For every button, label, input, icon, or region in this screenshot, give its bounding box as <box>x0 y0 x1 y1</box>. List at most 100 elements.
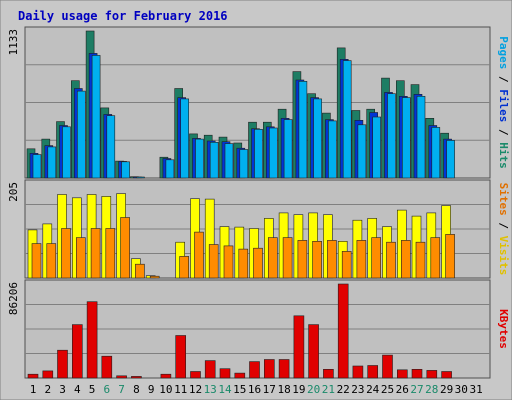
x-tick-label: 26 <box>396 383 409 396</box>
x-tick-label: 2 <box>44 383 51 396</box>
bar-pages-day-19 <box>298 81 308 179</box>
bar-sites-day-21 <box>327 240 337 279</box>
x-tick-label: 11 <box>174 383 187 396</box>
chart-title: Daily usage for February 2016 <box>18 9 228 23</box>
bar-pages-day-10 <box>165 159 175 179</box>
bar-kbytes-day-5 <box>86 301 98 379</box>
bar-sites-day-8 <box>135 263 145 279</box>
panel-mid-max-label: 205 <box>7 182 20 202</box>
panel-top-series-label: Pages / Files / Hits <box>497 36 510 169</box>
bar-pages-day-18 <box>283 119 293 179</box>
bar-pages-day-27 <box>416 96 426 179</box>
x-tick-label: 18 <box>277 383 290 396</box>
bar-pages-day-13 <box>209 142 219 179</box>
bar-sites-day-12 <box>194 231 204 279</box>
x-tick-label: 14 <box>218 383 232 396</box>
bar-pages-day-14 <box>224 143 234 179</box>
panel-top-series-label-part: Files <box>497 89 510 122</box>
bar-sites-day-18 <box>282 237 293 279</box>
bar-kbytes-day-10 <box>160 373 172 379</box>
x-tick-label: 8 <box>133 383 140 396</box>
bar-sites-day-29 <box>445 234 455 279</box>
panel-top-series-label-part: Pages <box>497 36 510 69</box>
bar-kbytes-day-1 <box>27 373 39 379</box>
bar-sites-day-15 <box>238 248 249 279</box>
x-tick-label: 21 <box>322 383 335 396</box>
bar-pages-day-7 <box>121 161 130 179</box>
bar-kbytes-day-6 <box>101 355 113 379</box>
panel-bot-max-label: 86206 <box>7 282 20 315</box>
x-tick-label: 31 <box>469 383 482 396</box>
bar-pages-day-16 <box>254 129 263 179</box>
x-tick-label: 13 <box>204 383 217 396</box>
bar-sites-day-24 <box>371 237 382 279</box>
x-tick-label: 15 <box>233 383 246 396</box>
panel-mid-series-label-part: / <box>497 216 510 236</box>
bar-sites-day-3 <box>61 228 71 279</box>
bar-sites-day-13 <box>208 244 219 279</box>
bar-sites-day-27 <box>415 241 426 279</box>
bar-sites-day-14 <box>223 245 234 279</box>
bar-kbytes-day-24 <box>367 365 379 379</box>
bar-kbytes-day-18 <box>278 359 290 379</box>
panel-mid-series-label-part: Visits <box>497 236 510 276</box>
x-tick-label: 12 <box>189 383 202 396</box>
bar-pages-day-15 <box>239 149 249 179</box>
bar-kbytes-day-27 <box>411 368 423 379</box>
bar-pages-day-5 <box>91 55 101 179</box>
x-tick-label: 17 <box>263 383 276 396</box>
x-tick-label: 5 <box>89 383 96 396</box>
x-tick-label: 27 <box>410 383 423 396</box>
bar-sites-day-22 <box>341 251 352 279</box>
bar-sites-day-19 <box>297 240 308 279</box>
bar-kbytes-day-17 <box>263 359 275 379</box>
x-tick-label: 9 <box>148 383 155 396</box>
bar-sites-day-9 <box>149 275 160 279</box>
bar-kbytes-day-23 <box>352 365 364 379</box>
bar-pages-day-24 <box>372 116 382 179</box>
bar-sites-day-23 <box>356 240 367 279</box>
bar-kbytes-day-26 <box>396 369 408 379</box>
x-tick-label: 19 <box>292 383 305 396</box>
x-axis-labels: 1 2 3 4 5 6 7 8 9 10 11 12 13 14 15 16 17 18 19 20 21 22 23 24 2… <box>30 383 483 396</box>
panel-top-series-label-part: Hits <box>497 142 510 169</box>
bar-sites-day-20 <box>312 241 322 279</box>
bar-kbytes-day-4 <box>72 324 83 379</box>
bar-sites-day-11 <box>179 256 189 279</box>
bar-sites-day-28 <box>430 237 441 279</box>
bar-sites-day-5 <box>90 228 101 279</box>
x-tick-label: 20 <box>307 383 320 396</box>
bar-kbytes-day-28 <box>426 370 438 379</box>
bar-kbytes-day-8 <box>131 376 142 379</box>
bar-sites-day-26 <box>400 240 411 279</box>
bar-pages-day-2 <box>47 146 57 179</box>
bar-kbytes-day-16 <box>249 361 260 379</box>
panel-mid-series-label: Sites / Visits <box>497 183 510 276</box>
x-tick-label: 22 <box>337 383 350 396</box>
bar-pages-day-4 <box>77 90 86 179</box>
bar-kbytes-day-29 <box>441 371 452 379</box>
x-tick-label: 6 <box>103 383 110 396</box>
bar-sites-day-4 <box>76 237 86 279</box>
bar-kbytes-day-25 <box>382 354 393 379</box>
bar-pages-day-1 <box>32 154 42 179</box>
bar-kbytes-day-20 <box>308 324 319 379</box>
bar-pages-day-29 <box>446 140 455 179</box>
bar-pages-day-23 <box>357 124 367 179</box>
x-tick-label: 10 <box>159 383 172 396</box>
bar-kbytes-day-22 <box>337 283 349 379</box>
bar-sites-day-1 <box>31 243 42 279</box>
bar-pages-day-11 <box>180 98 189 179</box>
bar-sites-day-17 <box>267 237 278 279</box>
bar-pages-day-17 <box>268 127 278 179</box>
bar-sites-day-7 <box>120 217 130 279</box>
bar-kbytes-day-13 <box>204 360 216 379</box>
panel-mid-series-label-part: Sites <box>497 183 510 216</box>
x-tick-label: 29 <box>440 383 453 396</box>
bar-pages-day-28 <box>431 127 441 179</box>
bar-sites-day-16 <box>253 247 263 279</box>
x-tick-label: 25 <box>381 383 394 396</box>
x-tick-label: 4 <box>74 383 81 396</box>
